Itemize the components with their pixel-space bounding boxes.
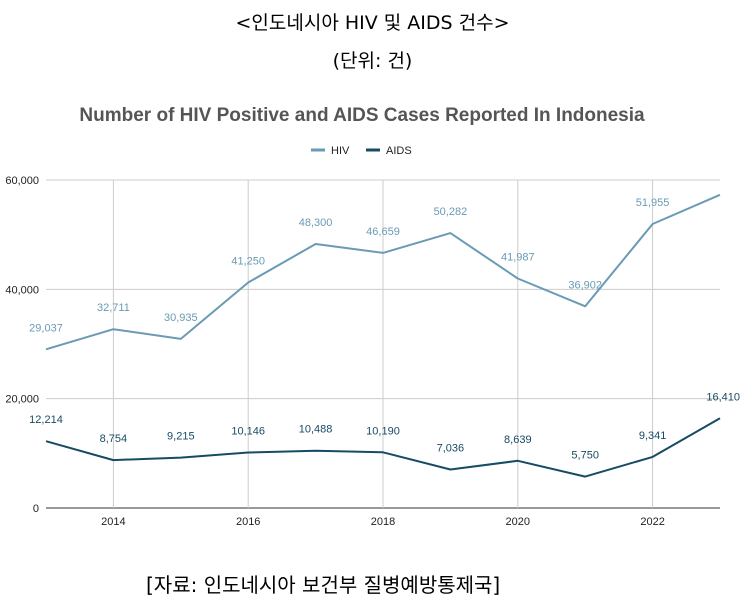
series-line-hiv	[45, 193, 721, 351]
x-tick-label: 2018	[371, 516, 395, 528]
data-label: 10,488	[299, 424, 333, 436]
data-label: 8,639	[504, 434, 532, 446]
page-title: <인도네시아 HIV 및 AIDS 건수>	[235, 12, 510, 34]
data-label: 5,750	[571, 450, 599, 462]
data-label: 46,659	[366, 226, 400, 238]
data-label: 29,037	[29, 322, 63, 334]
data-label: 30,935	[164, 312, 198, 324]
x-tick-label: 2022	[640, 516, 664, 528]
data-label: 41,987	[501, 251, 535, 263]
y-tick-label: 40,000	[5, 284, 39, 296]
data-labels: 29,037 32,711 30,935 41,250 48,300 46,659 50,2…	[29, 197, 740, 462]
data-label: 10,190	[366, 425, 400, 437]
series-line-aids	[45, 417, 721, 478]
data-label: 8,754	[100, 433, 128, 445]
series-lines	[45, 193, 721, 478]
chart-legend: HIV AIDS	[311, 145, 412, 157]
y-tick-label: 20,000	[5, 394, 39, 406]
y-tick-label: 60,000	[5, 175, 39, 187]
chart-title: Number of HIV Positive and AIDS Cases Re…	[79, 105, 645, 126]
data-label: 50,282	[434, 206, 468, 218]
data-label: 41,250	[231, 256, 265, 268]
data-label: 51,955	[636, 197, 670, 209]
y-tick-label: 0	[33, 503, 39, 515]
legend-label: AIDS	[386, 145, 412, 157]
data-label: 12,214	[29, 414, 63, 426]
data-label: 7,036	[437, 443, 465, 455]
unit-label: (단위: 건)	[332, 50, 413, 72]
source-note: [자료: 인도네시아 보건부 질병예방통제국]	[146, 573, 501, 597]
legend-label: HIV	[331, 145, 350, 157]
data-label: 48,300	[299, 217, 333, 229]
axis-ticks: 0 20,000 40,000 60,000 2014 2016 2018 2020 2022	[5, 175, 664, 528]
x-tick-label: 2016	[236, 516, 260, 528]
x-tick-label: 2014	[101, 516, 125, 528]
data-label: 10,146	[231, 426, 265, 438]
x-tick-label: 2020	[506, 516, 530, 528]
data-label: 16,410	[706, 391, 740, 403]
data-label: 9,341	[639, 430, 667, 442]
data-label: 36,902	[568, 279, 602, 291]
data-label: 32,711	[97, 302, 130, 314]
data-label: 9,215	[167, 431, 195, 443]
